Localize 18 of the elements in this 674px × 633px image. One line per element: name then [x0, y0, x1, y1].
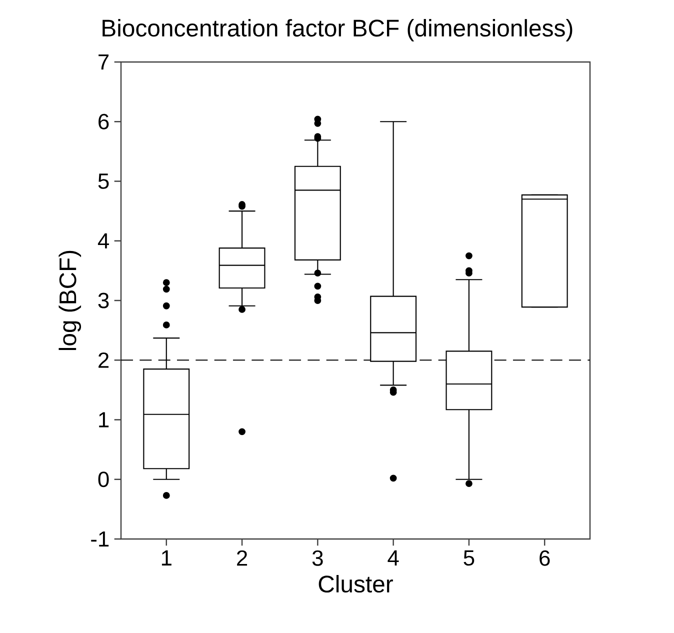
x-tick-label: 3 — [312, 550, 323, 566]
x-tick-label: 6 — [540, 550, 550, 566]
y-tick-label: 3 — [98, 292, 109, 308]
y-tick-label: 5 — [98, 174, 109, 189]
x-axis-title: Cluster — [318, 574, 393, 593]
y-tick-label: 4 — [98, 233, 109, 248]
y-tick-label: 7 — [98, 54, 109, 70]
y-tick-label: 6 — [98, 114, 109, 130]
y-tick-label: 1 — [99, 412, 109, 428]
x-tick-label: 4 — [388, 550, 399, 566]
y-axis-title: log (BCF) — [58, 250, 82, 350]
x-tick-label: 1 — [162, 550, 172, 566]
y-tick-label: 0 — [98, 472, 109, 488]
chart-title: Bioconcentration factor BCF (dimensionless) — [102, 19, 572, 42]
x-tick-label: 2 — [237, 550, 248, 566]
y-tick-label: 2 — [98, 352, 109, 368]
y-tick-label: -1 — [91, 531, 109, 547]
x-tick-label: 5 — [464, 550, 474, 566]
